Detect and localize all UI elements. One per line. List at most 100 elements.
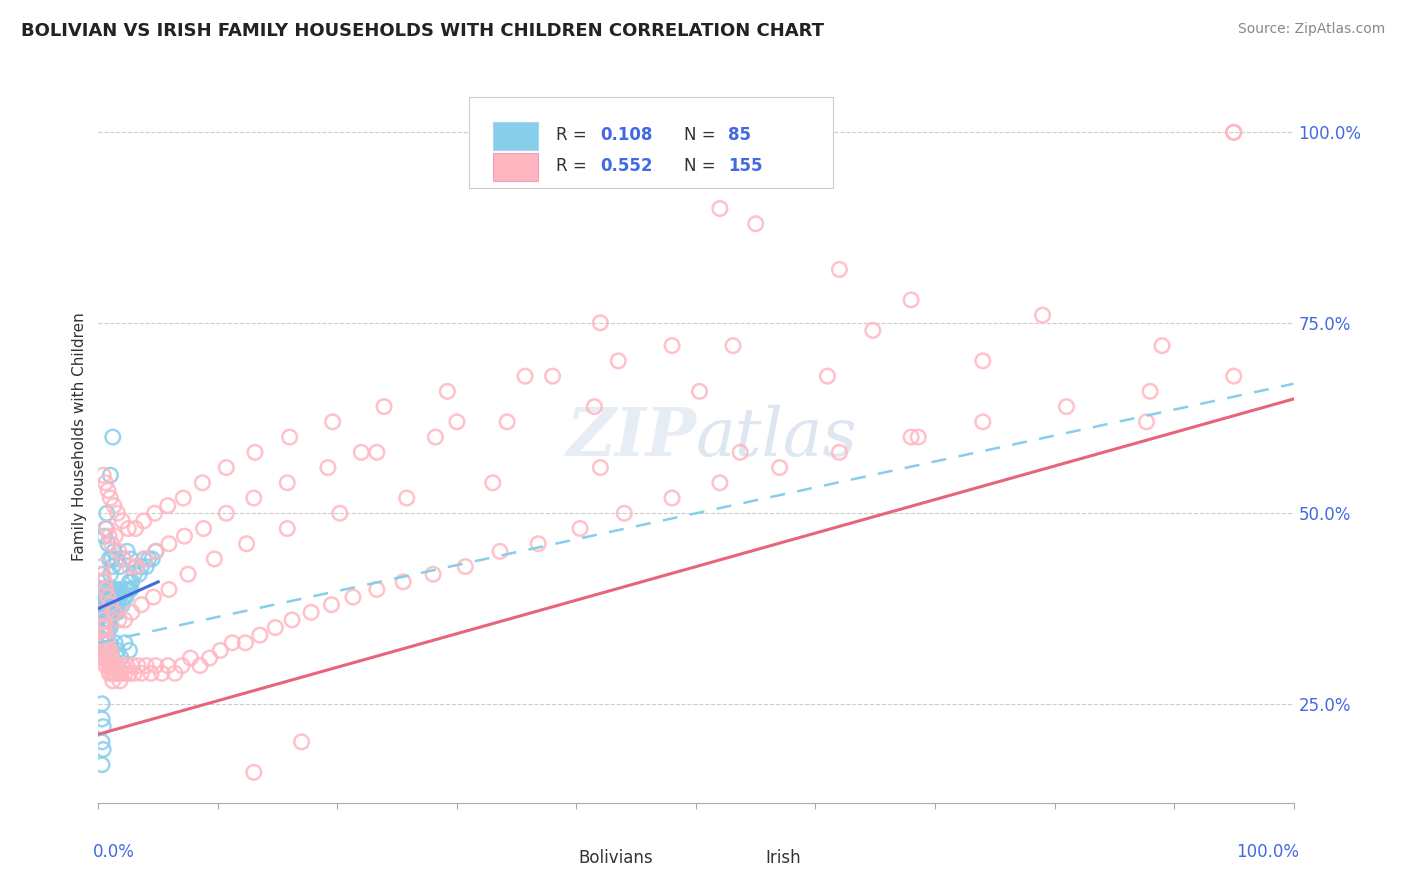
Point bbox=[107, 544, 129, 558]
Point bbox=[98, 491, 122, 505]
Point bbox=[115, 658, 138, 673]
Point bbox=[1152, 339, 1174, 353]
Point bbox=[120, 552, 142, 566]
Text: Source: ZipAtlas.com: Source: ZipAtlas.com bbox=[1237, 22, 1385, 37]
Point bbox=[342, 590, 364, 604]
Point bbox=[91, 605, 114, 619]
Text: ZIP: ZIP bbox=[567, 405, 696, 469]
Point bbox=[98, 643, 122, 657]
Point bbox=[446, 415, 468, 429]
Point bbox=[215, 506, 238, 520]
Point bbox=[243, 445, 266, 459]
Point bbox=[96, 582, 118, 597]
Point bbox=[489, 544, 512, 558]
Point bbox=[91, 559, 114, 574]
Point bbox=[93, 636, 115, 650]
Point bbox=[249, 628, 271, 642]
Point bbox=[115, 590, 138, 604]
Text: 0.0%: 0.0% bbox=[93, 843, 135, 861]
Point bbox=[103, 598, 125, 612]
Point bbox=[105, 666, 128, 681]
Point bbox=[139, 666, 162, 681]
Point bbox=[101, 651, 124, 665]
Point bbox=[98, 598, 121, 612]
Point bbox=[100, 582, 122, 597]
Point bbox=[97, 590, 120, 604]
Point bbox=[709, 202, 731, 216]
Point bbox=[395, 491, 418, 505]
Point bbox=[1056, 400, 1078, 414]
Point bbox=[94, 628, 117, 642]
Point bbox=[131, 666, 153, 681]
Point bbox=[569, 521, 592, 535]
Text: 0.108: 0.108 bbox=[600, 126, 652, 144]
Point bbox=[101, 430, 124, 444]
Point bbox=[1032, 308, 1054, 322]
Point bbox=[172, 491, 194, 505]
Point bbox=[91, 621, 114, 635]
Point bbox=[278, 430, 301, 444]
Point bbox=[98, 552, 121, 566]
Point bbox=[110, 651, 132, 665]
Point bbox=[366, 582, 388, 597]
Point bbox=[107, 658, 129, 673]
Point bbox=[91, 712, 114, 726]
Point bbox=[768, 460, 790, 475]
Point bbox=[101, 658, 124, 673]
Point bbox=[114, 666, 136, 681]
Point bbox=[828, 262, 851, 277]
Point bbox=[94, 621, 117, 635]
Point bbox=[103, 582, 125, 597]
Point bbox=[98, 598, 122, 612]
Point bbox=[481, 475, 505, 490]
Point bbox=[114, 636, 136, 650]
Point bbox=[815, 369, 838, 384]
Point bbox=[98, 613, 121, 627]
Point bbox=[281, 613, 304, 627]
Point bbox=[96, 651, 118, 665]
FancyBboxPatch shape bbox=[494, 153, 538, 181]
Point bbox=[104, 636, 127, 650]
Point bbox=[98, 605, 122, 619]
Point bbox=[91, 636, 114, 650]
Point bbox=[124, 567, 146, 582]
Point bbox=[527, 537, 550, 551]
Point bbox=[107, 666, 129, 681]
Point bbox=[97, 658, 120, 673]
Point bbox=[94, 658, 117, 673]
Point bbox=[96, 598, 118, 612]
Point bbox=[112, 552, 135, 566]
Point bbox=[96, 613, 118, 627]
Point bbox=[1223, 369, 1246, 384]
Point bbox=[589, 460, 612, 475]
Text: 85: 85 bbox=[728, 126, 751, 144]
Point bbox=[105, 598, 128, 612]
Point bbox=[103, 544, 125, 558]
Point bbox=[496, 415, 519, 429]
Point bbox=[209, 643, 232, 657]
Point bbox=[121, 574, 143, 589]
Point bbox=[96, 636, 118, 650]
Point bbox=[101, 559, 124, 574]
Point bbox=[689, 384, 711, 399]
Point bbox=[607, 354, 630, 368]
Point bbox=[276, 475, 298, 490]
Point bbox=[709, 475, 731, 490]
Point bbox=[100, 651, 122, 665]
Text: 155: 155 bbox=[728, 158, 762, 176]
Point bbox=[98, 468, 122, 483]
Point bbox=[215, 460, 238, 475]
Point bbox=[91, 574, 114, 589]
Point bbox=[94, 643, 117, 657]
Point bbox=[103, 605, 125, 619]
FancyBboxPatch shape bbox=[534, 847, 568, 869]
Point bbox=[97, 643, 120, 657]
Point bbox=[118, 559, 141, 574]
Point bbox=[1223, 125, 1246, 139]
Point bbox=[107, 598, 129, 612]
Point bbox=[436, 384, 458, 399]
Point bbox=[94, 521, 117, 535]
Point bbox=[613, 506, 636, 520]
Point bbox=[276, 521, 298, 535]
Point bbox=[202, 552, 225, 566]
